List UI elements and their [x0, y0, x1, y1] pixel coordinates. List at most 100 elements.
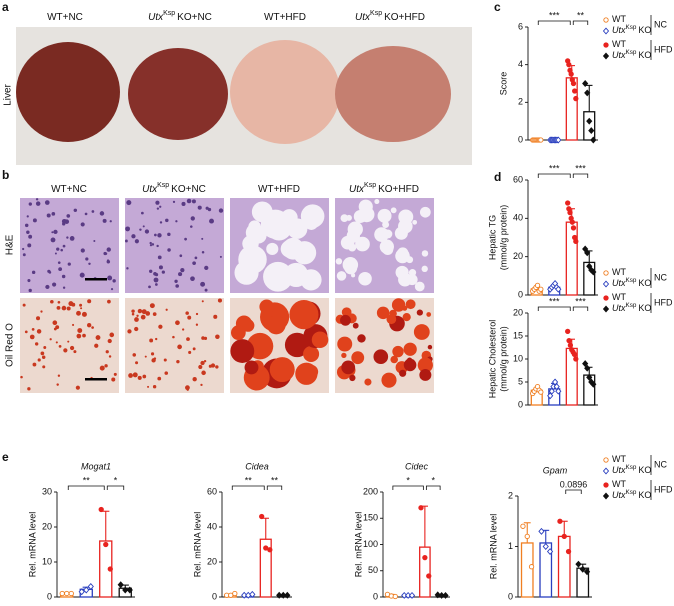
cell	[398, 209, 414, 225]
cell	[51, 231, 54, 234]
cell	[215, 365, 219, 369]
panel-label: d	[494, 170, 501, 184]
cell	[357, 334, 366, 343]
cell	[190, 216, 195, 221]
y-axis-label: Rel. mRNA level	[192, 512, 202, 578]
cell	[174, 279, 178, 283]
cell	[340, 314, 351, 326]
cell	[358, 271, 372, 286]
cell	[66, 306, 71, 311]
legend-label-part: Ksp	[626, 302, 637, 309]
data-point	[241, 591, 248, 599]
legend-marker	[603, 295, 609, 301]
legend-label-part: WT	[612, 292, 626, 302]
cell	[157, 255, 162, 260]
cell	[28, 288, 32, 293]
legend-marker	[602, 305, 610, 313]
cell	[403, 342, 417, 356]
cell	[45, 284, 50, 290]
column-label-part: Ksp	[370, 10, 382, 17]
data-point	[87, 583, 94, 590]
column-label-part: Utx	[355, 12, 371, 23]
cell	[351, 351, 365, 365]
bar	[583, 261, 596, 296]
data-point	[249, 590, 256, 598]
cell	[76, 333, 82, 339]
cell	[125, 226, 131, 232]
legend-label: UtxKsp KO	[612, 24, 651, 35]
cell	[155, 337, 158, 341]
bar	[419, 546, 431, 598]
cell	[259, 299, 274, 314]
cell	[31, 328, 35, 331]
data-point	[566, 62, 572, 68]
data-point	[78, 588, 85, 596]
cell	[176, 359, 180, 364]
data-point	[426, 573, 432, 579]
cell	[103, 251, 107, 256]
scale-bar	[85, 278, 107, 281]
legend-label: UtxKsp KO	[612, 277, 651, 288]
cell	[153, 357, 157, 360]
significance-bracket	[67, 485, 105, 490]
cell	[192, 377, 197, 382]
cell	[32, 362, 37, 367]
column-label-part: WT+HFD	[258, 184, 300, 195]
legend-marker	[603, 270, 609, 276]
cell	[67, 262, 71, 266]
data-point	[584, 89, 591, 97]
y-axis-label: Rel. mRNA level	[488, 514, 498, 580]
cell	[352, 322, 359, 329]
legend-label-part: WT	[612, 479, 626, 489]
cell	[50, 299, 54, 304]
y-tick-label: 0	[47, 591, 52, 601]
bar	[539, 542, 553, 598]
data-point	[572, 88, 578, 94]
cell	[57, 300, 61, 304]
cell	[390, 207, 397, 214]
legend-diet: NC	[654, 459, 667, 469]
column-label-part: Ksp	[364, 182, 376, 189]
legend-label-part: Utx	[612, 465, 626, 475]
legend-label-part: Utx	[612, 490, 626, 500]
cell	[165, 308, 168, 311]
cell	[22, 303, 26, 307]
data-point	[567, 342, 574, 348]
column-label: WT+HFD	[258, 184, 300, 195]
data-point	[573, 356, 579, 362]
cell	[28, 202, 32, 206]
data-point	[584, 364, 591, 372]
significance-label: *	[406, 475, 410, 485]
y-tick-label: 60	[513, 174, 523, 184]
data-point	[534, 282, 541, 289]
bar	[557, 535, 571, 598]
cell	[142, 225, 145, 228]
cell	[172, 200, 176, 204]
data-point	[590, 380, 597, 388]
cell	[49, 338, 52, 341]
cell	[22, 247, 25, 251]
data-point	[590, 268, 597, 276]
bar	[520, 542, 534, 598]
data-point	[573, 95, 579, 102]
cell	[24, 330, 28, 334]
cell	[149, 244, 153, 247]
cell	[379, 239, 394, 254]
significance-label: **	[245, 475, 253, 485]
cell	[200, 360, 205, 366]
cell	[161, 270, 165, 274]
legend-label-part: WT	[612, 267, 626, 277]
liver	[335, 46, 451, 142]
panel-label: c	[494, 0, 501, 14]
significance-bracket	[537, 173, 571, 178]
y-tick-label: 0	[518, 289, 523, 299]
cell	[113, 372, 117, 376]
cell	[80, 222, 85, 227]
y-tick-label: 2	[518, 97, 523, 107]
cell	[204, 265, 209, 271]
legend-label: UtxKsp KO	[612, 302, 651, 313]
cell	[201, 237, 204, 240]
cell	[403, 358, 417, 372]
cell	[399, 369, 407, 377]
cell	[300, 204, 325, 228]
